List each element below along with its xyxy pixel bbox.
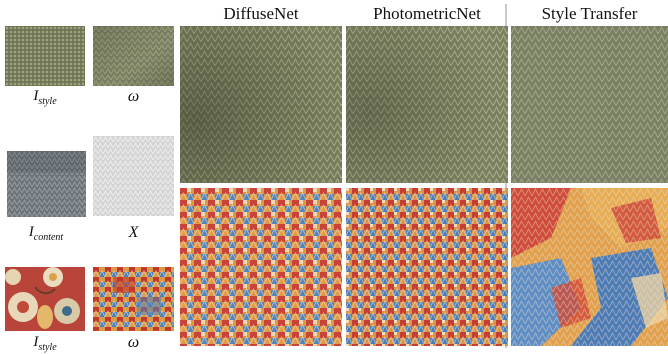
label-i-style-1: Istyle [33, 88, 57, 107]
style-transfer-olive-result [511, 26, 668, 183]
omega-image-olive [93, 26, 174, 86]
photometricnet-colorful-result [346, 188, 508, 346]
column-title-style-transfer: Style Transfer [541, 4, 638, 23]
style-transfer-colorful-result [511, 188, 668, 346]
label-x: X [128, 224, 139, 241]
diffusenet-colorful-result [180, 188, 342, 346]
column-title-diffusenet: DiffuseNet [223, 4, 299, 23]
label-omega-2: ω [127, 334, 140, 351]
omega-image-colorful [93, 267, 174, 331]
label-i-content: Icontent [28, 224, 64, 243]
column-title-photometricnet: PhotometricNet [373, 4, 481, 23]
style-input-floral-image [5, 267, 85, 331]
x-image-lightgrey [93, 136, 174, 216]
content-input-grey-image [7, 151, 86, 217]
diffusenet-olive-result [180, 26, 342, 183]
style-input-olive-image [5, 26, 85, 86]
label-omega-1: ω [127, 88, 140, 105]
label-i-style-2: Istyle [33, 334, 57, 353]
photometricnet-olive-result [346, 26, 508, 183]
